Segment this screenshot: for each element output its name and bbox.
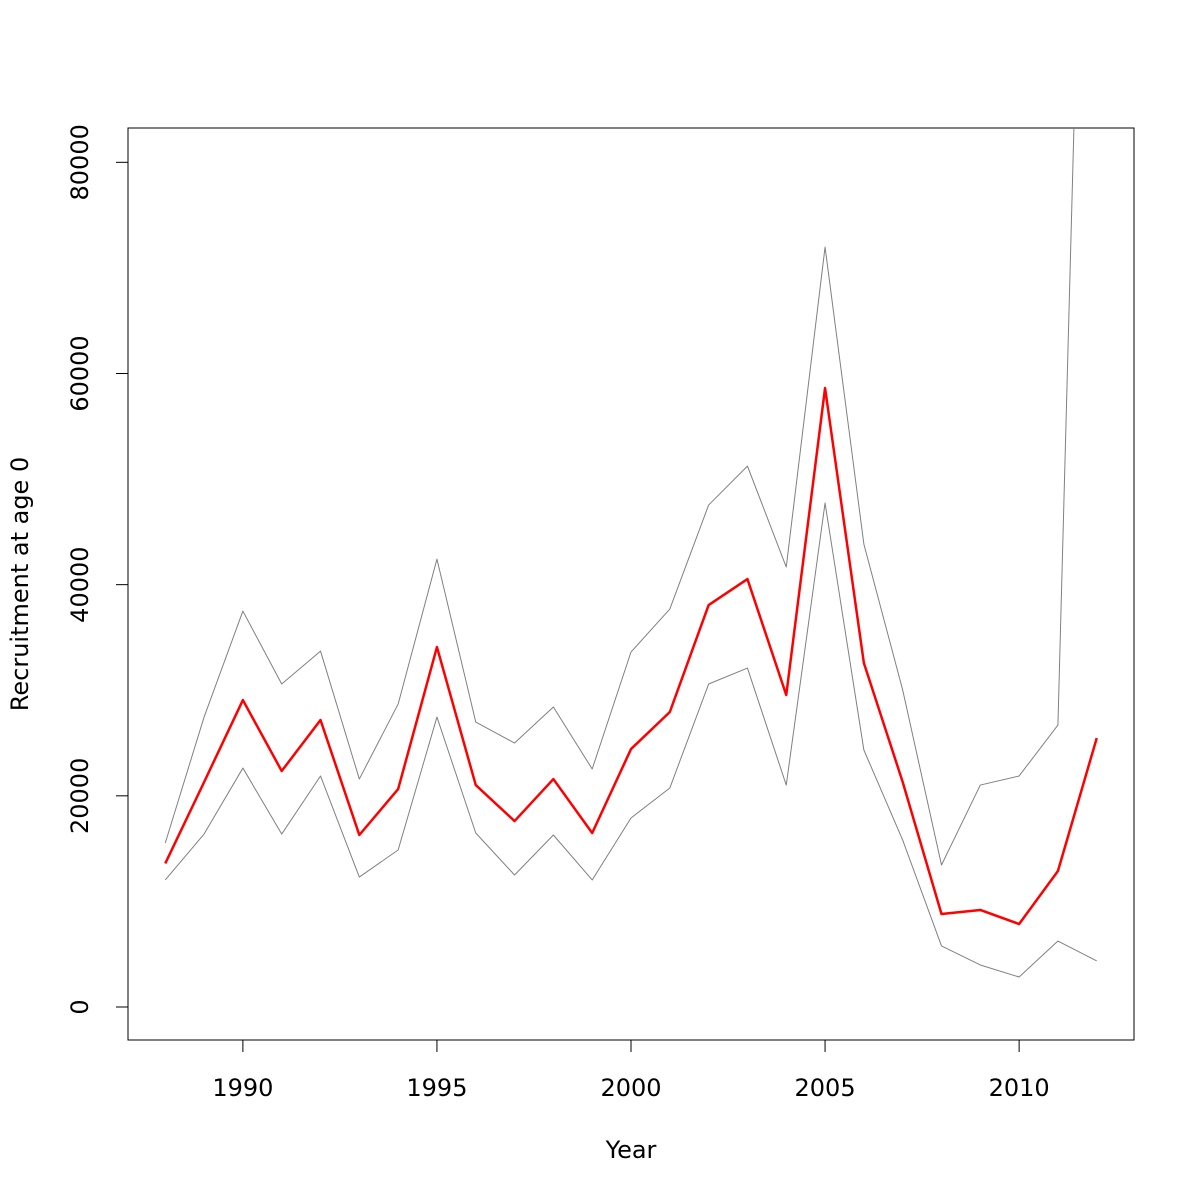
series-line bbox=[164, 386, 1098, 926]
series-line bbox=[164, 128, 1075, 866]
x-tick-label: 2010 bbox=[989, 1074, 1050, 1102]
plot-area bbox=[164, 128, 1098, 978]
x-tick-label: 1995 bbox=[406, 1074, 467, 1102]
plot-frame bbox=[127, 127, 1135, 1041]
series-line bbox=[164, 502, 1097, 978]
y-tick-label: 40000 bbox=[66, 546, 94, 622]
y-tick-label: 20000 bbox=[66, 758, 94, 834]
y-axis-title: Recruitment at age 0 bbox=[6, 457, 34, 711]
x-tick-label: 1990 bbox=[212, 1074, 273, 1102]
y-tick-label: 80000 bbox=[66, 124, 94, 200]
y-tick-label: 60000 bbox=[66, 335, 94, 411]
x-tick-label: 2005 bbox=[795, 1074, 856, 1102]
x-axis-title: Year bbox=[605, 1136, 657, 1164]
x-tick-label: 2000 bbox=[600, 1074, 661, 1102]
y-tick-label: 0 bbox=[66, 999, 94, 1014]
